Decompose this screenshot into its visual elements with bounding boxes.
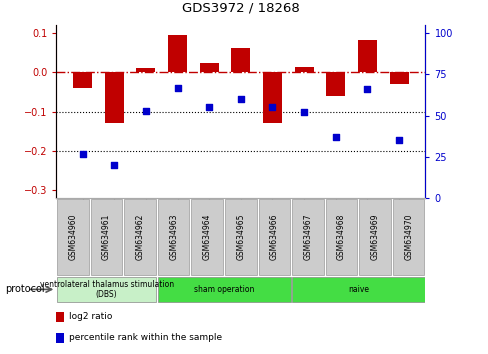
Bar <box>56 332 64 343</box>
Bar <box>224 199 256 275</box>
Text: GSM634969: GSM634969 <box>370 214 379 261</box>
Text: GSM634966: GSM634966 <box>269 214 278 261</box>
Point <box>142 108 149 114</box>
Point <box>110 162 118 168</box>
Point <box>205 104 213 110</box>
Bar <box>357 40 376 72</box>
Text: percentile rank within the sample: percentile rank within the sample <box>69 333 222 342</box>
Text: GSM634968: GSM634968 <box>336 214 346 261</box>
Bar <box>168 35 186 72</box>
Bar <box>57 199 89 275</box>
Bar <box>392 199 424 275</box>
Bar <box>389 72 408 84</box>
Bar <box>291 277 424 302</box>
Text: log2 ratio: log2 ratio <box>69 313 112 321</box>
Point <box>300 109 307 115</box>
Point <box>236 96 244 102</box>
Text: GSM634962: GSM634962 <box>135 214 144 261</box>
Bar <box>136 68 155 72</box>
Bar <box>91 199 122 275</box>
Bar <box>263 72 282 123</box>
Text: sham operation: sham operation <box>193 285 254 294</box>
Bar <box>325 72 345 96</box>
Point <box>268 104 276 110</box>
Text: naive: naive <box>347 285 368 294</box>
Text: GSM634964: GSM634964 <box>203 214 211 261</box>
Bar <box>57 277 156 302</box>
Bar <box>73 72 92 88</box>
Text: GSM634960: GSM634960 <box>68 214 78 261</box>
Point <box>394 138 402 143</box>
Text: protocol: protocol <box>5 284 44 295</box>
Bar <box>359 199 390 275</box>
Bar <box>292 199 323 275</box>
Point <box>363 86 371 92</box>
Point <box>331 134 339 140</box>
Bar <box>258 199 289 275</box>
Text: GSM634965: GSM634965 <box>236 214 245 261</box>
Bar <box>294 67 313 72</box>
Point <box>79 151 86 156</box>
Bar <box>56 312 64 322</box>
Bar <box>231 48 250 72</box>
Text: GSM634963: GSM634963 <box>169 214 178 261</box>
Text: ventrolateral thalamus stimulation
(DBS): ventrolateral thalamus stimulation (DBS) <box>40 280 173 299</box>
Text: GDS3972 / 18268: GDS3972 / 18268 <box>182 1 299 14</box>
Text: GSM634967: GSM634967 <box>303 214 312 261</box>
Bar <box>158 199 189 275</box>
Bar <box>157 277 290 302</box>
Bar <box>325 199 357 275</box>
Point <box>173 85 181 90</box>
Text: GSM634961: GSM634961 <box>102 214 111 261</box>
Bar <box>124 199 156 275</box>
Bar <box>104 72 123 123</box>
Bar <box>191 199 223 275</box>
Text: GSM634970: GSM634970 <box>403 214 412 261</box>
Bar <box>199 63 218 72</box>
